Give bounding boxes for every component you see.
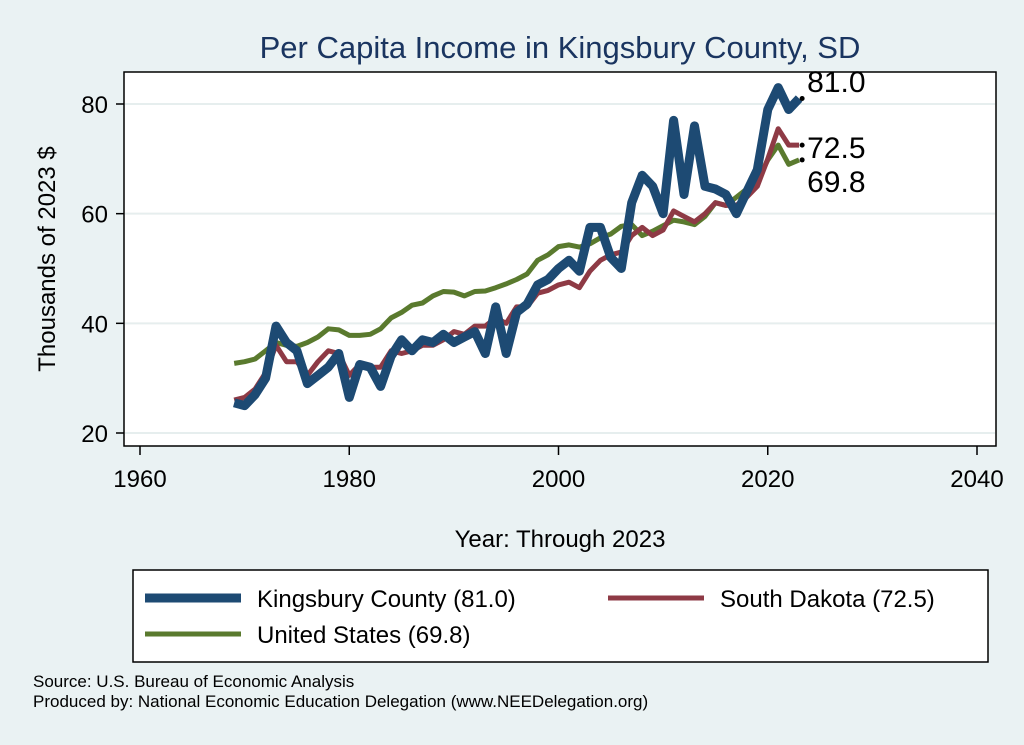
legend-label-kingsbury: Kingsbury County (81.0) (257, 586, 516, 613)
x-tick-label: 2020 (741, 466, 794, 493)
end-label-kingsbury: 81.0 (807, 66, 865, 99)
y-axis-title: Thousands of 2023 $ (34, 146, 61, 372)
x-tick-label: 1960 (113, 466, 166, 493)
series-line-kingsbury (233, 83, 803, 411)
legend: Kingsbury County (81.0) South Dakota (72.… (145, 586, 935, 649)
end-marker-kingsbury (799, 96, 805, 102)
y-tick-label: 40 (81, 311, 108, 338)
end-marker-united-states (799, 157, 805, 163)
y-tick-label: 80 (81, 92, 108, 119)
end-marker-south-dakota (799, 142, 805, 148)
end-label-united-states: 69.8 (807, 166, 865, 199)
legend-label-south-dakota: South Dakota (72.5) (720, 586, 935, 613)
source-note: Source: U.S. Bureau of Economic Analysis (33, 672, 355, 691)
legend-label-united-states: United States (69.8) (257, 622, 470, 649)
x-axis-title: Year: Through 2023 (455, 526, 666, 553)
producer-note: Produced by: National Economic Education… (33, 692, 649, 711)
plot-area (123, 71, 997, 447)
chart-title: Per Capita Income in Kingsbury County, S… (260, 30, 861, 65)
y-axis: 20 40 60 80 (81, 92, 124, 448)
series-lines (233, 83, 803, 411)
end-label-south-dakota: 72.5 (807, 132, 865, 165)
legend-box (132, 569, 989, 663)
x-axis: 1960 1980 2000 2020 2040 (113, 446, 1004, 493)
x-tick-label: 2040 (950, 466, 1003, 493)
x-tick-label: 1980 (323, 466, 376, 493)
y-tick-label: 60 (81, 202, 108, 229)
gridlines (125, 103, 995, 434)
end-labels: 81.0 72.569.8 (799, 66, 866, 199)
y-tick-label: 20 (81, 421, 108, 448)
x-tick-label: 2000 (532, 466, 585, 493)
